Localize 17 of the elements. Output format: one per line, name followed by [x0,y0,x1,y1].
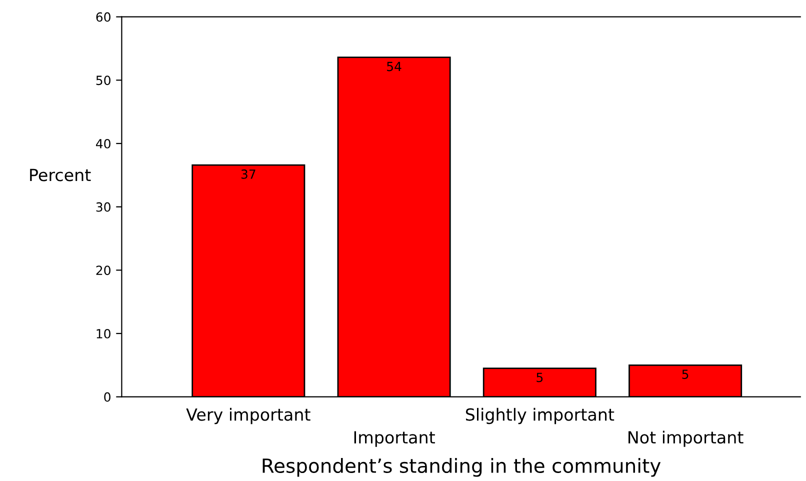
x-axis-title: Respondent’s standing in the community [262,458,661,477]
y-tick-label: 20 [96,266,110,276]
y-tick-label: 60 [96,12,110,22]
y-axis-title: Percent [30,168,91,182]
data-label: 5 [682,370,688,379]
y-tick-label: 0 [104,392,110,402]
y-tick-label: 40 [96,138,110,148]
data-label: 5 [536,372,543,382]
y-tick-label: 10 [96,328,110,338]
y-tick-label: 30 [96,202,110,212]
x-tick-label: Important [354,431,435,447]
data-label: 54 [387,62,402,72]
x-tick-label: Not important [628,430,744,447]
x-tick-label: Very important [186,408,310,424]
data-label: 37 [241,169,256,179]
x-tick-label: Slightly important [466,408,614,424]
y-tick-label: 50 [96,76,110,86]
